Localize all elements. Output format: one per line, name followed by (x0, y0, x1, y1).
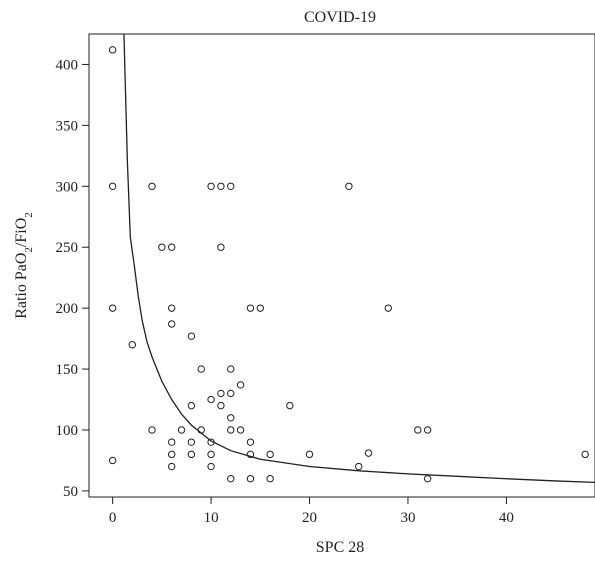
data-point (167, 320, 176, 328)
data-point (236, 426, 245, 434)
data-point (286, 401, 294, 410)
data-point (217, 389, 225, 398)
data-point (207, 462, 215, 471)
x-tick-label: 30 (400, 510, 415, 526)
data-point (266, 475, 274, 483)
y-tick-label: 350 (56, 118, 79, 134)
data-point (167, 304, 176, 312)
y-axis-title-subscript: 2 (23, 212, 35, 218)
data-point (207, 182, 215, 191)
y-tick-label: 300 (56, 179, 79, 195)
data-point (148, 426, 156, 434)
y-tick-label: 150 (56, 362, 79, 378)
data-point (128, 340, 137, 349)
data-point (227, 389, 235, 398)
data-point (167, 450, 176, 459)
data-point (227, 475, 235, 483)
y-axis-title-part: /FiO (13, 218, 30, 247)
data-point (414, 426, 422, 434)
data-point (345, 182, 353, 191)
data-point (266, 450, 274, 459)
x-tick-label: 0 (109, 510, 117, 526)
data-point (177, 426, 186, 434)
data-point (187, 332, 196, 340)
data-point (355, 462, 363, 471)
x-tick-label: 20 (302, 510, 317, 526)
x-axis-title: SPC 28 (316, 539, 364, 556)
data-point (227, 414, 235, 422)
data-point (187, 450, 196, 459)
y-axis-title-part: Ratio PaO (13, 253, 30, 319)
data-point (246, 450, 255, 459)
chart-title: COVID-19 (304, 9, 376, 26)
fit-curve (123, 34, 595, 484)
data-point (197, 426, 205, 434)
data-point (364, 449, 373, 457)
data-point (108, 304, 117, 312)
data-point (423, 426, 432, 434)
data-point (197, 365, 205, 373)
fit-curve-group (123, 34, 595, 484)
data-point (581, 450, 589, 459)
data-point (148, 182, 156, 191)
data-point (207, 450, 215, 459)
data-point (227, 426, 235, 434)
data-point (187, 401, 196, 410)
data-point (108, 456, 117, 465)
data-point (207, 395, 215, 404)
data-point (236, 381, 245, 389)
data-point (305, 450, 314, 459)
data-points (108, 46, 589, 483)
y-tick-label: 50 (63, 484, 78, 500)
data-point (217, 182, 225, 191)
y-tick-label: 100 (56, 423, 79, 439)
data-point (227, 182, 235, 191)
data-point (384, 304, 392, 312)
data-point (108, 182, 117, 191)
data-point (246, 304, 255, 312)
y-axis-title-subscript: 2 (23, 247, 35, 253)
svg-text:Ratio PaO2/FiO2: Ratio PaO2/FiO2 (13, 212, 35, 319)
data-point (167, 438, 176, 446)
data-point (256, 304, 264, 312)
data-point (167, 462, 176, 471)
data-point (227, 365, 235, 373)
y-tick-label: 400 (56, 57, 79, 73)
plot-frame (88, 33, 595, 498)
data-point (246, 475, 255, 483)
axes: 50 100 150 200 250 300 350 400 0 10 20 30 40 (56, 57, 514, 526)
x-tick-label: 40 (499, 510, 514, 526)
y-tick-label: 200 (56, 301, 79, 317)
data-point (207, 438, 215, 446)
data-point (167, 243, 176, 251)
data-point (187, 438, 196, 446)
x-tick-label: 10 (204, 510, 219, 526)
data-point (217, 243, 225, 251)
data-point (246, 438, 255, 446)
data-point (158, 243, 166, 251)
data-point (108, 46, 117, 54)
y-tick-label: 250 (56, 240, 79, 256)
y-axis-title: Ratio PaO2/FiO2 (13, 212, 35, 319)
data-point (423, 475, 432, 483)
data-point (217, 401, 225, 410)
